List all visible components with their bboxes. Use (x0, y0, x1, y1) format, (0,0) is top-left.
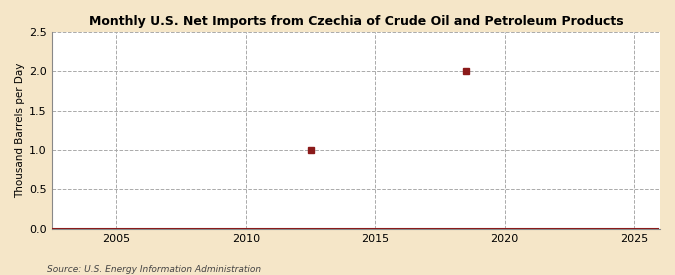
Y-axis label: Thousand Barrels per Day: Thousand Barrels per Day (15, 63, 25, 198)
Title: Monthly U.S. Net Imports from Czechia of Crude Oil and Petroleum Products: Monthly U.S. Net Imports from Czechia of… (88, 15, 623, 28)
Text: Source: U.S. Energy Information Administration: Source: U.S. Energy Information Administ… (47, 265, 261, 274)
